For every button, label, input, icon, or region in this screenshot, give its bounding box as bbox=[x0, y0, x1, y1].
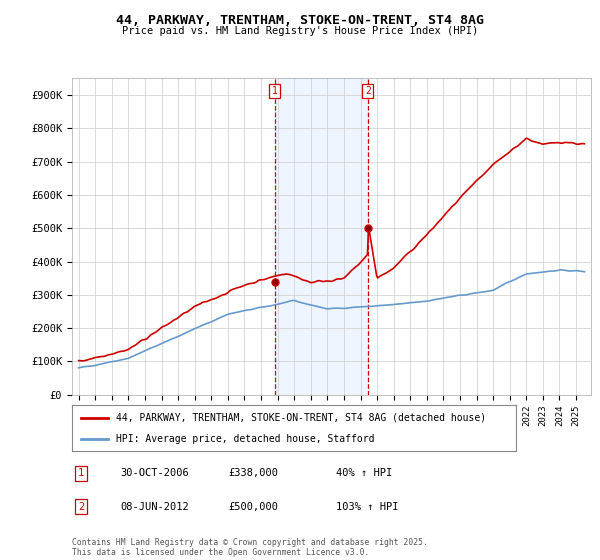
Text: 1: 1 bbox=[78, 468, 84, 478]
Text: 2: 2 bbox=[78, 502, 84, 512]
Text: £500,000: £500,000 bbox=[228, 502, 278, 512]
Text: 30-OCT-2006: 30-OCT-2006 bbox=[120, 468, 189, 478]
Text: 1: 1 bbox=[272, 86, 278, 96]
Text: HPI: Average price, detached house, Stafford: HPI: Average price, detached house, Staf… bbox=[116, 435, 375, 444]
Text: 44, PARKWAY, TRENTHAM, STOKE-ON-TRENT, ST4 8AG: 44, PARKWAY, TRENTHAM, STOKE-ON-TRENT, S… bbox=[116, 14, 484, 27]
Text: Contains HM Land Registry data © Crown copyright and database right 2025.
This d: Contains HM Land Registry data © Crown c… bbox=[72, 538, 428, 557]
Bar bbox=[275, 78, 368, 395]
Text: 40% ↑ HPI: 40% ↑ HPI bbox=[336, 468, 392, 478]
Text: £338,000: £338,000 bbox=[228, 468, 278, 478]
Text: Price paid vs. HM Land Registry's House Price Index (HPI): Price paid vs. HM Land Registry's House … bbox=[122, 26, 478, 36]
Text: 08-JUN-2012: 08-JUN-2012 bbox=[120, 502, 189, 512]
Text: 44, PARKWAY, TRENTHAM, STOKE-ON-TRENT, ST4 8AG (detached house): 44, PARKWAY, TRENTHAM, STOKE-ON-TRENT, S… bbox=[116, 413, 487, 423]
Text: 2: 2 bbox=[365, 86, 371, 96]
Text: 103% ↑ HPI: 103% ↑ HPI bbox=[336, 502, 398, 512]
